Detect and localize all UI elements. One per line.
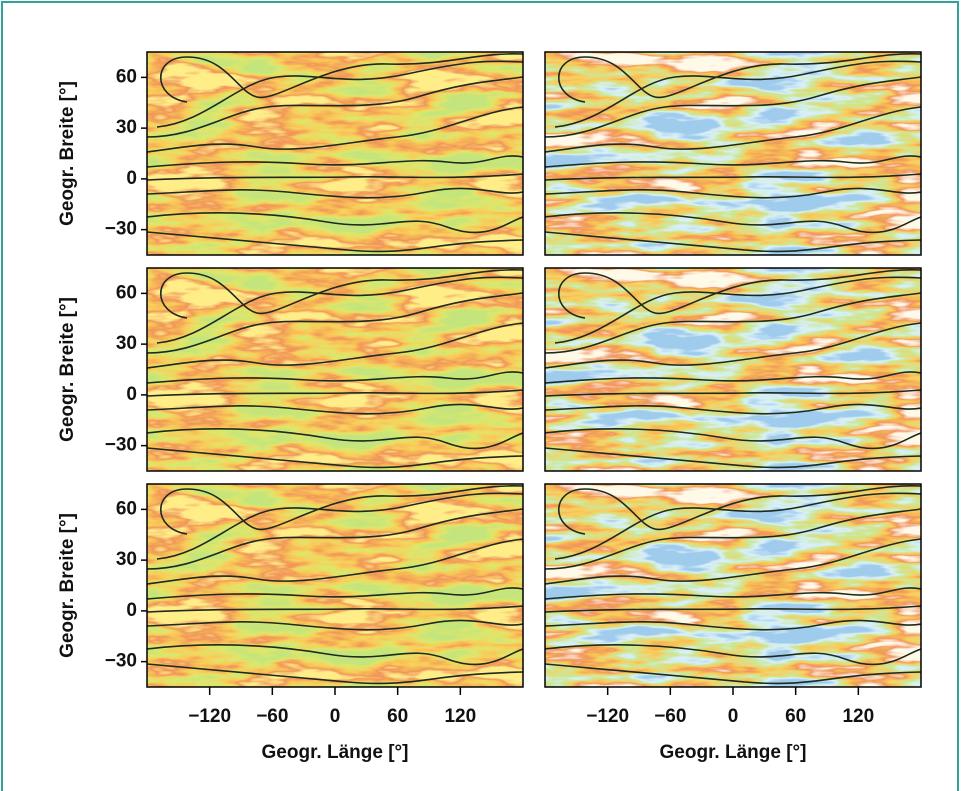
- field: [147, 268, 523, 471]
- x-tick-label: −60: [654, 706, 686, 727]
- y-tick-label: 30: [116, 333, 137, 354]
- panel: [146, 483, 524, 688]
- x-tick-label: −120: [586, 706, 629, 727]
- y-tick-label: 60: [116, 282, 137, 303]
- y-tick-label: 0: [126, 600, 137, 621]
- y-tick-label: 30: [116, 549, 137, 570]
- y-tick-label: 60: [116, 66, 137, 87]
- y-axis-label: Geogr. Breite [°]: [57, 513, 78, 658]
- x-tick-label: 120: [444, 706, 476, 727]
- panel: [544, 483, 922, 688]
- panel: [544, 267, 922, 472]
- y-axis-label: Geogr. Breite [°]: [57, 297, 78, 442]
- x-tick-label: −60: [256, 706, 288, 727]
- y-tick-label: 60: [116, 498, 137, 519]
- field: [545, 484, 921, 687]
- axes-box: [146, 51, 524, 256]
- axes-box: [146, 267, 524, 472]
- x-tick-label: 120: [842, 706, 874, 727]
- x-axis-label: Geogr. Länge [°]: [660, 742, 807, 763]
- y-tick-label: −30: [105, 651, 137, 672]
- field: [545, 52, 921, 255]
- y-axis-label: Geogr. Breite [°]: [57, 81, 78, 226]
- x-axis-label: Geogr. Länge [°]: [262, 742, 409, 763]
- x-tick-label: 0: [330, 706, 341, 727]
- field: [545, 268, 921, 471]
- x-tick-label: 0: [728, 706, 739, 727]
- axes-box: [544, 51, 922, 256]
- x-tick-label: −120: [188, 706, 231, 727]
- y-tick-label: −30: [105, 219, 137, 240]
- axes-box: [544, 267, 922, 472]
- y-tick-label: −30: [105, 435, 137, 456]
- y-tick-label: 0: [126, 168, 137, 189]
- x-tick-label: 60: [785, 706, 806, 727]
- y-tick-label: 30: [116, 117, 137, 138]
- panel: [146, 51, 524, 256]
- panel: [146, 267, 524, 472]
- field: [147, 484, 523, 687]
- field: [147, 52, 523, 255]
- panel: [544, 51, 922, 256]
- x-tick-label: 60: [387, 706, 408, 727]
- y-tick-label: 0: [126, 384, 137, 405]
